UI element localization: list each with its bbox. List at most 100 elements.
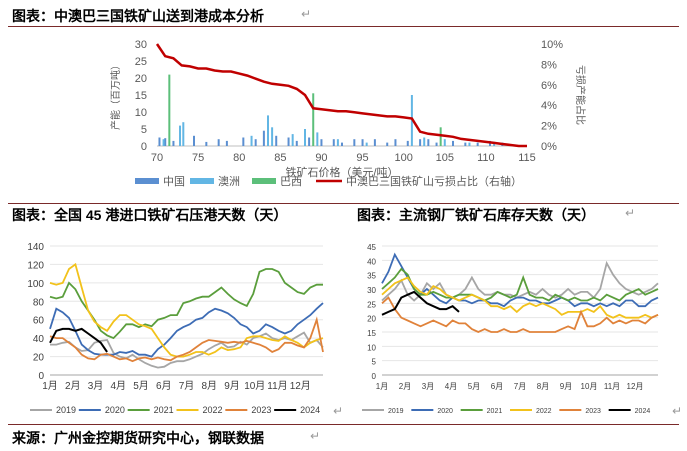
x-tick-label: 75 — [192, 152, 204, 164]
y-tick-label: 5 — [372, 358, 377, 367]
y-tick-label: 40 — [33, 334, 45, 345]
x-tick-label: 9月 — [560, 382, 572, 391]
x-tick-label: 8月 — [537, 382, 549, 391]
bar-australia — [316, 132, 319, 146]
legend-label: 2022 — [536, 408, 552, 415]
x-tick-label: 80 — [233, 152, 245, 164]
y-tick-label: 25 — [367, 300, 376, 309]
y2-axis-label: 亏损产能占比 — [574, 65, 587, 125]
bar-china — [242, 137, 245, 146]
legend-label: 2022 — [203, 405, 223, 415]
return-mark-icon: ↵ — [310, 429, 321, 443]
series-line-2021 — [49, 268, 323, 340]
bar-australia — [468, 142, 471, 146]
bar-australia — [443, 139, 446, 146]
loss-ratio-line — [155, 43, 527, 148]
legend-label: 2023 — [251, 405, 271, 415]
return-mark-icon: ↵ — [672, 404, 683, 418]
bar-china — [341, 142, 343, 146]
source-note: 来源：广州金控期货研究中心，钢联数据 — [12, 430, 264, 446]
bar-australia — [291, 134, 294, 146]
x-tick-label: 7月 — [179, 380, 195, 392]
y2-tick-label: 6% — [541, 80, 557, 92]
x-tick-label: 6月 — [156, 380, 172, 392]
bar-china — [427, 139, 430, 146]
bar-brazil — [439, 127, 442, 146]
bar-china — [419, 139, 422, 146]
bar-china — [320, 139, 323, 146]
x-tick-label: 11月 — [267, 380, 287, 392]
bar-australia — [336, 139, 339, 146]
bar-china — [435, 142, 438, 146]
bar-australia — [365, 142, 368, 146]
legend-label: 2023 — [585, 408, 601, 415]
series-line-2019 — [381, 260, 659, 302]
x-tick-label: 95 — [356, 152, 368, 164]
bar-australia — [271, 127, 274, 146]
top-chart-title: 图表：中澳巴三国铁矿山送到港成本分析 — [12, 8, 264, 24]
y-tick-label: 25 — [135, 56, 147, 68]
divider-middle — [8, 203, 679, 204]
bar-china — [262, 130, 265, 146]
bar-china — [205, 141, 208, 146]
legend-label: 巴西 — [280, 176, 302, 188]
bar-china — [172, 140, 175, 146]
y-tick-label: 20 — [367, 315, 376, 324]
y-tick-label: 0 — [38, 371, 44, 382]
y-tick-label: 60 — [33, 316, 45, 327]
y-tick-label: 45 — [367, 243, 376, 252]
y2-tick-label: 2% — [541, 121, 557, 133]
bar-china — [295, 140, 298, 146]
legend-label: 中澳巴三国铁矿山亏损占比（右轴） — [346, 174, 522, 188]
divider-bottom — [8, 424, 679, 425]
y-tick-label: 0 — [141, 141, 147, 153]
x-tick-label: 2月 — [65, 380, 81, 392]
bar-china — [452, 140, 454, 146]
y-tick-label: 80 — [33, 297, 45, 308]
x-tick-label: 12月 — [627, 382, 644, 391]
x-tick-label: 10月 — [581, 382, 598, 391]
bar-china — [275, 135, 278, 146]
x-tick-label: 1月 — [376, 382, 388, 391]
y-tick-label: 10 — [367, 343, 376, 352]
bar-china — [164, 138, 167, 146]
x-tick-label: 115 — [518, 152, 536, 164]
bar-australia — [162, 139, 165, 146]
legend-label: 澳洲 — [218, 175, 240, 188]
x-tick-label: 3月 — [422, 382, 434, 391]
return-mark-icon: ↵ — [333, 404, 344, 418]
y-tick-label: 35 — [367, 272, 376, 281]
x-tick-label: 9月 — [224, 380, 240, 392]
x-tick-label: 4月 — [445, 382, 457, 391]
bar-china — [193, 135, 195, 146]
bar-china — [353, 139, 356, 146]
bar-china — [406, 140, 409, 146]
bar-brazil — [312, 93, 315, 146]
x-tick-label: 12月 — [290, 380, 311, 392]
bar-australia — [267, 115, 269, 146]
bar-australia — [250, 135, 253, 146]
y-tick-label: 100 — [27, 279, 44, 290]
x-tick-label: 3月 — [88, 380, 104, 392]
legend-label: 2019 — [56, 405, 76, 415]
x-tick-label: 2月 — [399, 382, 411, 391]
bar-china — [394, 139, 397, 146]
y-tick-label: 5 — [141, 124, 147, 136]
y-tick-label: 120 — [27, 260, 44, 271]
x-tick-label: 110 — [477, 152, 495, 164]
bar-china — [217, 139, 220, 146]
legend-label: 2020 — [105, 405, 125, 415]
port-days-chart-title: 图表：全国 45 港进口铁矿石压港天数（天） — [12, 207, 288, 223]
x-tick-label: 85 — [274, 152, 286, 164]
x-tick-label: 4月 — [110, 380, 126, 392]
legend-label: 中国 — [163, 175, 185, 188]
series-line-2023 — [381, 296, 659, 333]
divider-top — [8, 26, 679, 27]
x-tick-label: 8月 — [201, 380, 217, 392]
bar-china — [476, 142, 479, 146]
x-axis-label: 铁矿石价格（美元/吨） — [285, 165, 398, 179]
y-tick-label: 30 — [367, 286, 376, 295]
series-line-2024 — [381, 290, 460, 316]
bar-australia — [182, 122, 185, 146]
